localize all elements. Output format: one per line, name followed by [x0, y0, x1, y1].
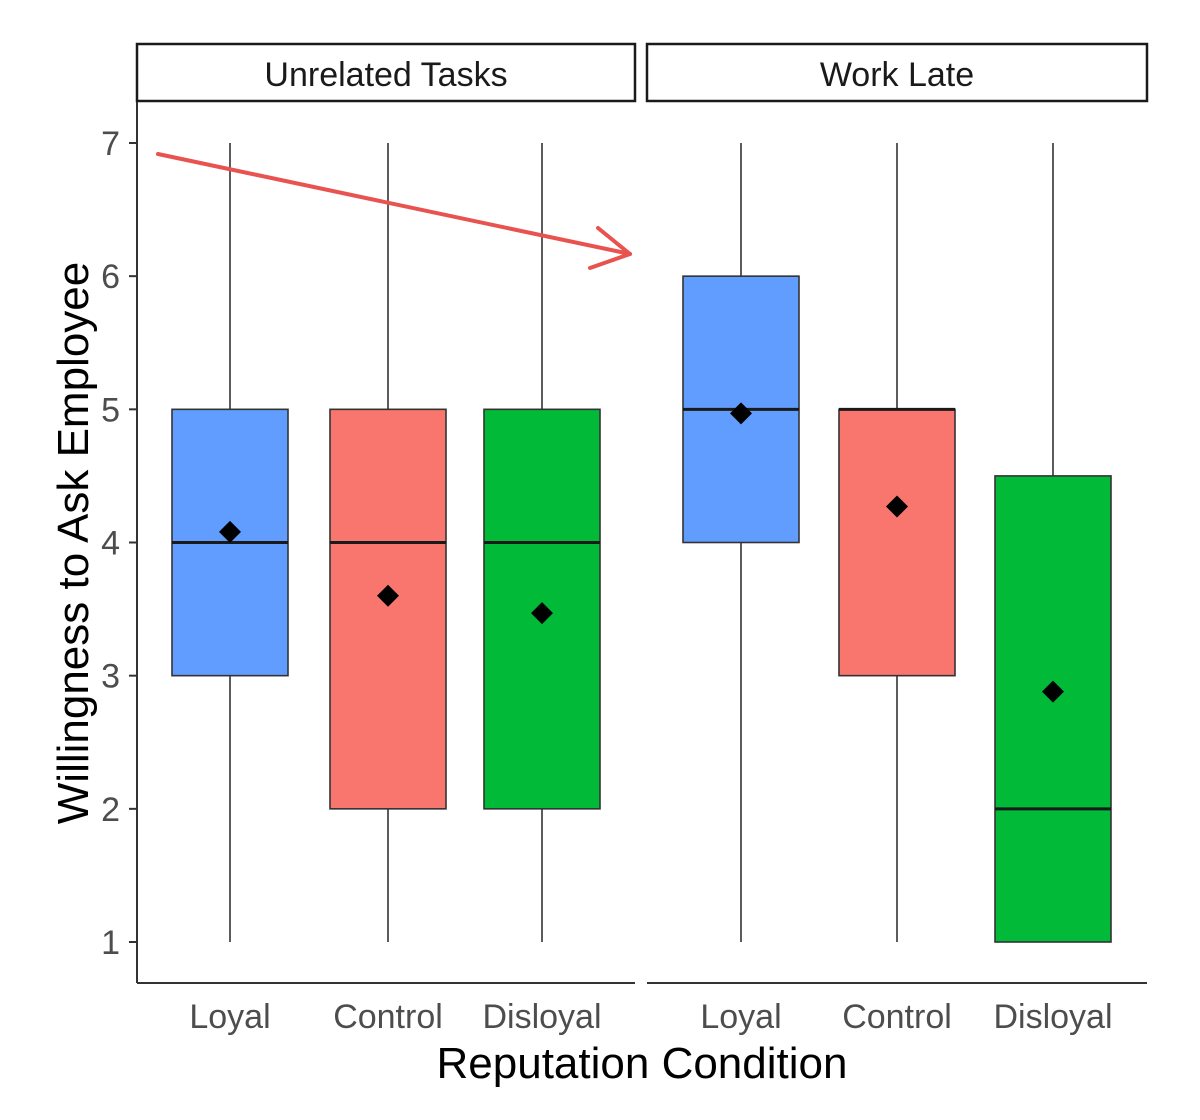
x-tick-label: Disloyal [993, 998, 1112, 1036]
annotation-layer [156, 152, 632, 270]
box-iqr [329, 408, 447, 810]
panel-strip-label: Unrelated Tasks [264, 56, 507, 94]
box-iqr [838, 408, 956, 677]
box-iqr [994, 475, 1112, 943]
mean-marker [377, 584, 399, 607]
panel-strip [135, 42, 637, 103]
y-tick-label: 5 [101, 391, 120, 429]
annotation-arrow-shaft [156, 152, 632, 256]
y-tick-label: 6 [101, 258, 120, 296]
mean-marker [1042, 680, 1064, 703]
panel-strip-label: Work Late [820, 56, 974, 94]
mean-marker [886, 495, 908, 518]
box-loyal [171, 143, 289, 942]
panel-0: Unrelated Tasks Loyal Control Disloyal [135, 42, 637, 1036]
x-tick-label: Loyal [189, 998, 270, 1036]
mean-marker [730, 402, 752, 425]
box-loyal [682, 143, 800, 942]
box-control [329, 143, 447, 942]
mean-marker [531, 602, 553, 625]
x-tick-label: Loyal [700, 998, 781, 1036]
box-control [838, 143, 956, 942]
y-tick-label: 7 [101, 125, 120, 163]
x-axis-title: Reputation Condition [437, 1039, 848, 1088]
y-tick-label: 1 [101, 924, 120, 962]
x-tick-label: Control [333, 998, 443, 1036]
box-disloyal [994, 143, 1112, 943]
y-tick-label: 2 [101, 791, 120, 829]
annotation-arrow-head [588, 226, 632, 270]
y-tick-label: 3 [101, 658, 120, 696]
x-tick-label: Disloyal [482, 998, 601, 1036]
x-tick-label: Control [842, 998, 952, 1036]
box-disloyal [483, 143, 601, 942]
y-axis-title: Willingness to Ask Employee [49, 262, 98, 824]
mean-marker [219, 520, 241, 543]
y-tick-label: 4 [101, 525, 120, 563]
y-axis: 1 2 3 4 5 6 7 [101, 102, 138, 983]
panel-1: Work Late Loyal Control Disloyal [645, 42, 1149, 1036]
panel-strip [645, 42, 1149, 103]
